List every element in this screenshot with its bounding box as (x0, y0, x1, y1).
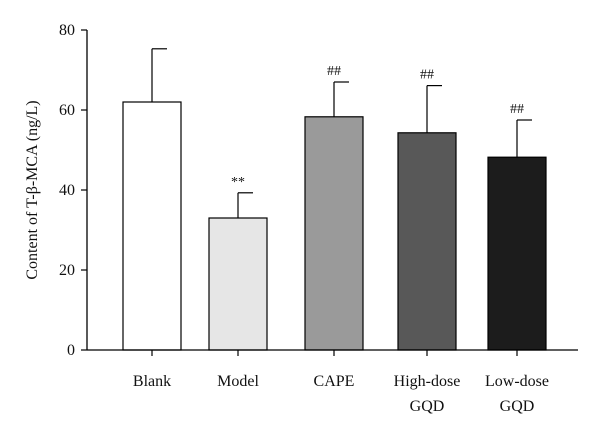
bar-1 (208, 217, 268, 351)
bar-0 (122, 101, 182, 351)
bar-4 (487, 156, 547, 351)
bars-group: ** ## ## ## (122, 48, 547, 351)
y-tick-label-0: 0 (67, 342, 75, 359)
y-axis-label-group: Content of T-β-MCA (ng/L) (24, 100, 41, 279)
significance-label-1: ** (231, 175, 245, 190)
y-tick-label-4: 80 (59, 22, 75, 39)
y-tick-label-1: 20 (59, 262, 75, 279)
x-tick-label-line2-4: GQD (500, 398, 535, 415)
y-axis-label: Content of T-β-MCA (ng/L) (24, 100, 41, 279)
significance-label-3: ## (420, 68, 434, 83)
x-tick-label-2: CAPE (314, 373, 355, 390)
axes-group: Blank Model CAPE High-dose GQD Low-dose GQD 0 20… (59, 22, 578, 415)
x-tick-label-0: Blank (133, 373, 171, 390)
bar-3 (397, 132, 457, 351)
y-tick-label-3: 60 (59, 102, 75, 119)
x-tick-label-1: Model (217, 373, 259, 390)
x-tick-label-3: High-dose (394, 373, 461, 390)
bar-2 (304, 116, 364, 351)
y-tick-label-2: 40 (59, 182, 75, 199)
x-tick-label-4: Low-dose (485, 373, 549, 390)
significance-label-4: ## (510, 102, 524, 117)
x-tick-label-line2-3: GQD (410, 398, 445, 415)
significance-label-2: ## (327, 64, 341, 79)
